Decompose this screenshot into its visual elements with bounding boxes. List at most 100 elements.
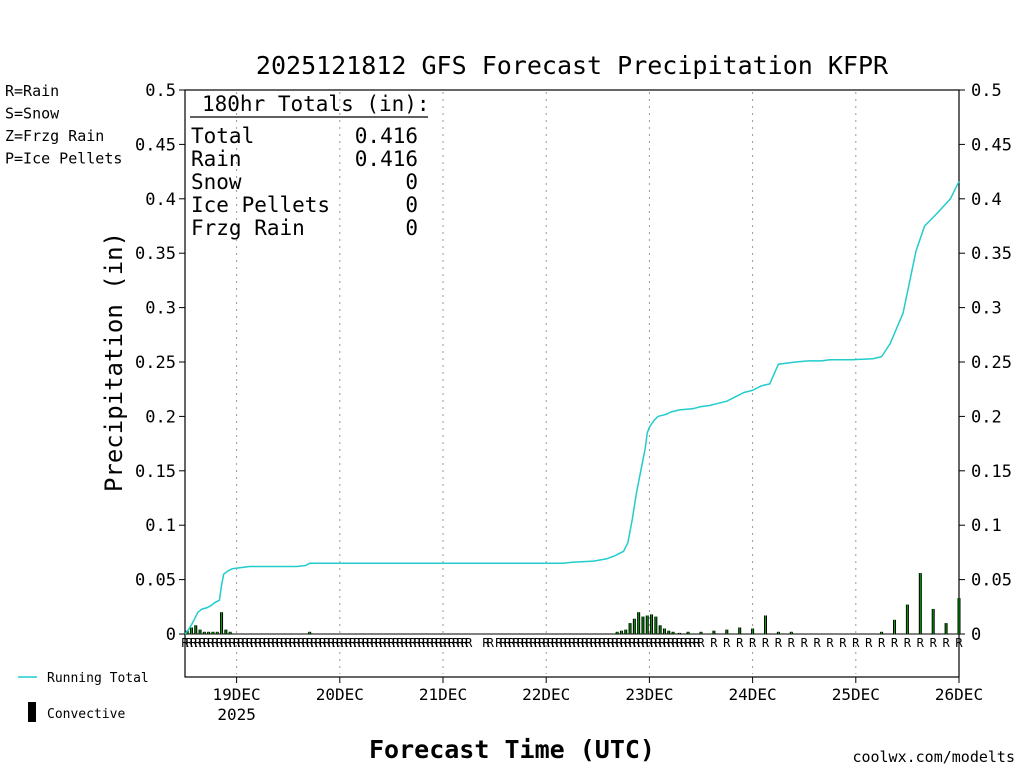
rain-bar [687, 631, 689, 634]
rain-bar [633, 618, 635, 634]
rain-bar [726, 629, 728, 634]
precip-type-marker: R [431, 636, 439, 650]
totals-row-label: Rain [191, 147, 242, 171]
y-tick-label-left: 0.4 [145, 190, 176, 210]
precip-type-legend-item: P=Ice Pellets [5, 150, 122, 168]
rain-bar [668, 630, 670, 634]
rain-bar [625, 629, 627, 634]
rain-bar [679, 632, 680, 634]
precip-type-marker: R [586, 636, 594, 650]
precip-type-marker: R [590, 636, 598, 650]
precip-type-marker: R [388, 636, 396, 650]
x-tick-label: 24DEC [729, 685, 777, 704]
precip-type-marker: R [736, 636, 744, 650]
precip-type-marker: R [224, 636, 232, 650]
legend-label-convective: Convective [47, 707, 125, 722]
series-legend: Running Total Convective [18, 671, 149, 722]
rain-bar [659, 625, 661, 634]
precip-type-marker: R [826, 636, 834, 650]
precip-type-marker: R [371, 636, 379, 650]
rain-bar [221, 612, 223, 634]
y-tick-label-left: 0.15 [135, 462, 176, 482]
precip-type-marker: R [543, 636, 551, 650]
watermark-link[interactable]: coolwx.com/modelts [852, 748, 1015, 766]
precip-type-marker: R [654, 636, 662, 650]
precip-type-marker: R [672, 636, 680, 650]
precip-type-marker: R [504, 636, 512, 650]
precip-type-marker: R [435, 636, 443, 650]
precip-type-marker: R [852, 636, 860, 650]
x-axis-label: Forecast Time (UTC) [369, 735, 655, 764]
precip-type-marker: R [689, 636, 697, 650]
x-tick-label: 26DEC [935, 685, 983, 704]
rain-bar [216, 631, 218, 634]
totals-row-value: 0 [405, 193, 418, 217]
precip-type-marker: R [512, 636, 520, 650]
precip-type-marker: R [310, 636, 318, 650]
rain-bar [790, 631, 792, 634]
precip-type-marker: R [495, 636, 503, 650]
totals-row-label: Frzg Rain [191, 216, 305, 240]
precip-type-marker: R [280, 636, 288, 650]
totals-row-value: 0.416 [355, 124, 418, 148]
precip-type-marker: R [680, 636, 688, 650]
rain-bar [655, 616, 657, 634]
precip-type-marker: R [190, 636, 198, 650]
precip-type-marker: R [401, 636, 409, 650]
totals-row-value: 0 [405, 216, 418, 240]
rain-bar [203, 631, 205, 634]
precip-type-marker: R [917, 636, 925, 650]
precip-type-marker: R [461, 636, 469, 650]
precip-type-marker: R [306, 636, 314, 650]
precip-type-legend: R=Rain S=Snow Z=Frzg Rain P=Ice Pellets [5, 82, 122, 168]
x-tick-label: 19DEC [213, 685, 261, 704]
y-tick-label-left: 0 [166, 625, 176, 645]
precip-type-marker: R [676, 636, 684, 650]
y-tick-label-left: 0.35 [135, 244, 176, 264]
precip-type-marker: R [439, 636, 447, 650]
y-tick-label-right: 0.1 [971, 516, 1002, 536]
precip-type-marker: R [340, 636, 348, 650]
precip-type-marker: R [693, 636, 701, 650]
precip-type-marker: R [538, 636, 546, 650]
precip-type-marker: R [839, 636, 847, 650]
precip-type-marker: R [345, 636, 353, 650]
precip-type-marker: R [233, 636, 241, 650]
plot-frame [184, 89, 960, 678]
precip-type-marker: R [250, 636, 258, 650]
precip-type-marker: R [392, 636, 400, 650]
rain-bar [765, 615, 766, 634]
totals-row-label: Ice Pellets [191, 193, 330, 217]
precip-type-marker: R [194, 636, 202, 650]
precip-type-marker: R [396, 636, 404, 650]
precip-type-marker: R [323, 636, 331, 650]
precip-type-legend-item: Z=Frzg Rain [5, 127, 104, 145]
rain-bar [752, 628, 754, 634]
precip-type-marker: R [723, 636, 731, 650]
rain-bar [638, 612, 640, 634]
precip-type-marker: R [530, 636, 538, 650]
precip-type-marker: R [573, 636, 581, 650]
precip-type-marker: R [624, 636, 632, 650]
precip-type-marker: R [801, 636, 809, 650]
rain-bar [229, 631, 231, 634]
precip-type-marker: R [607, 636, 615, 650]
y-tick-label-left: 0.1 [145, 516, 176, 536]
x-tick-label: 25DEC [832, 685, 880, 704]
precip-type-marker: R [315, 636, 323, 650]
x-tick-label: 22DEC [522, 685, 570, 704]
y-tick-label-right: 0.5 [971, 81, 1002, 101]
y-tick-label-right: 0.2 [971, 407, 1002, 427]
precip-type-marker: R [211, 636, 219, 650]
precip-type-marker: R [465, 636, 473, 650]
precip-type-marker: R [457, 636, 465, 650]
x-tick-label: 23DEC [625, 685, 673, 704]
precip-type-marker: R [285, 636, 293, 650]
rain-bar [646, 615, 648, 634]
precip-type-marker: R [246, 636, 254, 650]
precip-type-marker: R [942, 636, 950, 650]
precip-type-marker: R [551, 636, 559, 650]
y-tick-label-right: 0.25 [971, 353, 1012, 373]
precip-type-marker: R [207, 636, 215, 650]
